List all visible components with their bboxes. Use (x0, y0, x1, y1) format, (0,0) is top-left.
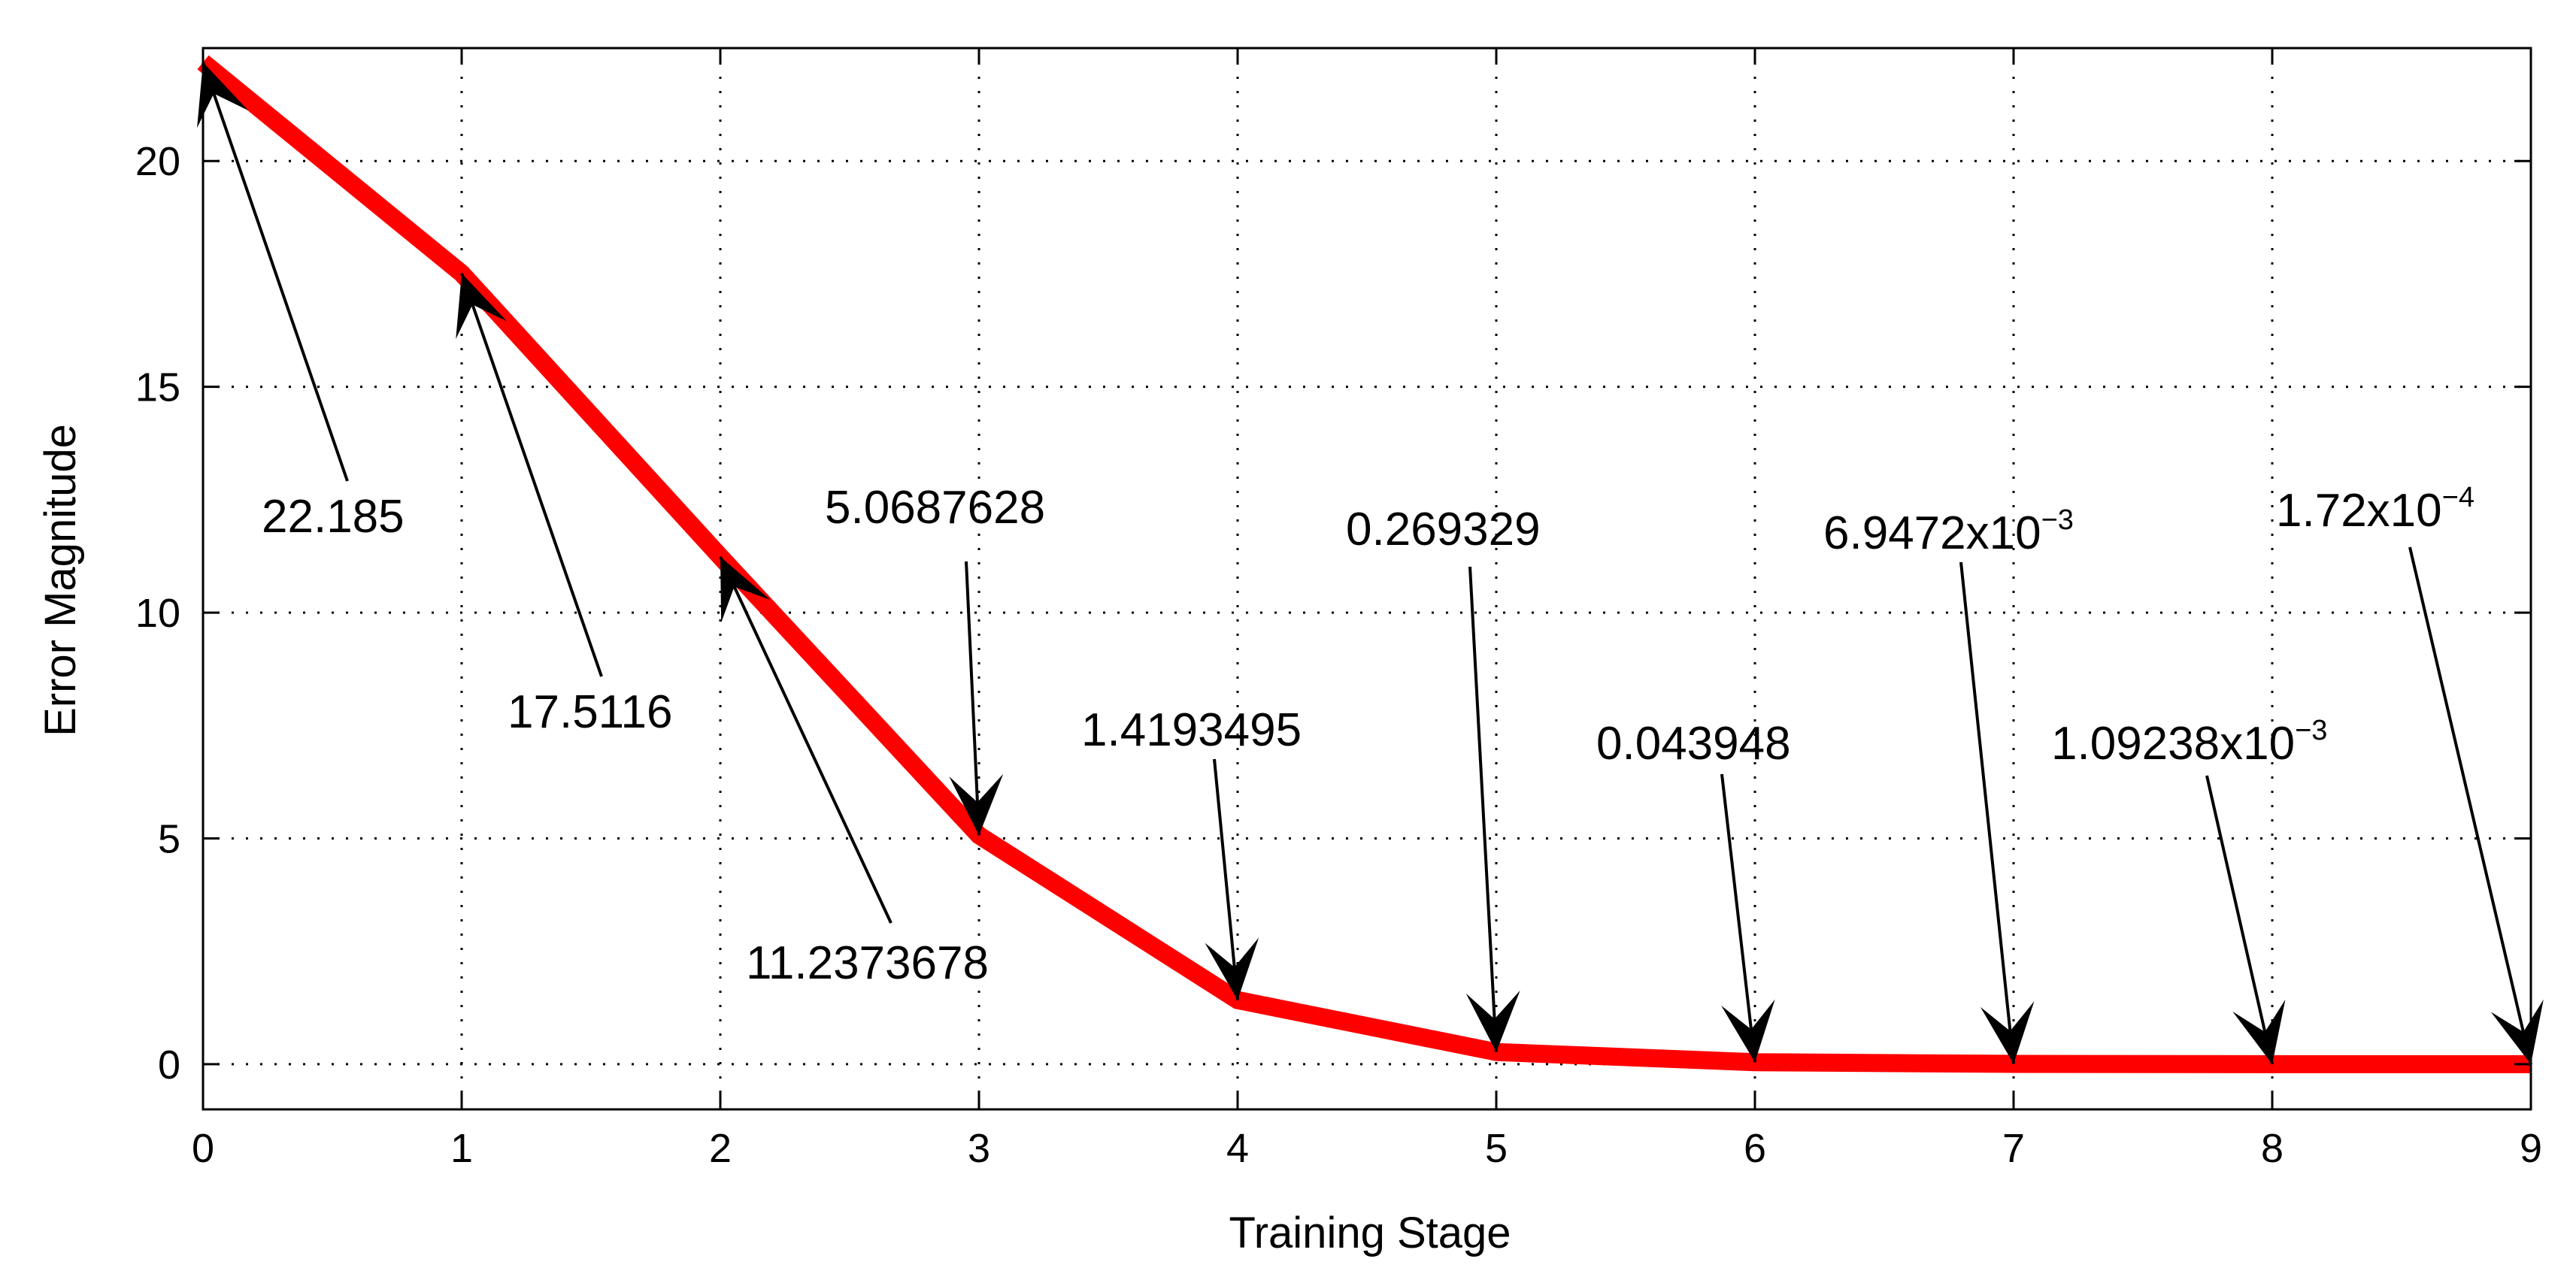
y-tick-label: 5 (158, 816, 180, 861)
annotation-arrowhead (456, 273, 508, 340)
axes (202, 47, 2532, 1111)
annotation-label: 6.9472x10−3 (1823, 504, 2074, 559)
axes-box (202, 47, 2532, 1111)
x-tick-label: 0 (192, 1126, 214, 1171)
annotation-arrowhead (197, 62, 249, 129)
annotation-label: 5.0687628 (825, 482, 1045, 534)
y-tick-label: 0 (158, 1042, 180, 1088)
annotation-arrow-shaft (2408, 546, 2532, 1065)
annotation-arrow-shaft (1468, 566, 1498, 1052)
annotation-arrowhead (949, 773, 1004, 836)
x-tick-label: 6 (1744, 1126, 1766, 1171)
annotation-arrow-shaft (719, 555, 893, 924)
annotation-labels: 22.185 17.5116 11.2373678 5.0687628 1.419349… (262, 482, 2474, 989)
annotation-arrowhead (1465, 990, 1520, 1052)
x-tick-label: 7 (2002, 1126, 2025, 1171)
annotation-arrowhead (720, 556, 771, 623)
annotation-arrow-shaft (1213, 758, 1239, 1000)
x-tick-label: 3 (968, 1126, 990, 1171)
annotation-arrow-shaft (965, 561, 980, 836)
annotation-arrow-shaft (2205, 775, 2274, 1065)
x-tick-label: 9 (2520, 1126, 2542, 1171)
annotation-arrowhead (1721, 999, 1775, 1063)
x-tick-label: 5 (1485, 1126, 1508, 1171)
tick-labels: 0 1 2 3 4 5 6 7 8 9 0 5 10 15 20 (135, 139, 2542, 1171)
y-tick-label: 15 (135, 365, 180, 410)
annotation-arrowhead (1980, 1001, 2035, 1064)
y-tick-label: 20 (135, 139, 180, 184)
annotation-arrowhead (1205, 937, 1259, 1000)
annotation-label: 0.043948 (1596, 718, 1791, 770)
data-line (197, 55, 2532, 1073)
x-tick-label: 4 (1226, 1126, 1249, 1171)
annotation-label: 22.185 (262, 491, 405, 543)
annotation-label: 1.4193495 (1081, 704, 1302, 756)
annotation-arrowhead (2232, 999, 2286, 1064)
series-line (197, 55, 2532, 1073)
grid (203, 48, 2531, 1109)
annotation-label: 17.5116 (508, 686, 673, 738)
x-axis-label: Training Stage (1229, 1209, 1511, 1257)
x-tick-label: 1 (450, 1126, 473, 1171)
annotation-label: 1.72x10−4 (2276, 482, 2474, 537)
annotation-arrow-shaft (460, 273, 603, 677)
annotation-arrow-shaft (1959, 561, 2015, 1064)
annotation-arrow-shaft (202, 62, 349, 482)
annotation-label: 0.269329 (1346, 504, 1541, 555)
annotation-arrow-shaft (1720, 773, 1756, 1063)
x-tick-label: 2 (709, 1126, 732, 1171)
annotation-arrows (197, 62, 2544, 1065)
y-tick-label: 10 (135, 591, 180, 636)
annotation-label: 1.09238x10−3 (2051, 715, 2327, 770)
annotation-label: 11.2373678 (746, 937, 989, 989)
y-axis-label: Error Magnitude (36, 424, 85, 737)
x-tick-label: 8 (2261, 1126, 2284, 1171)
